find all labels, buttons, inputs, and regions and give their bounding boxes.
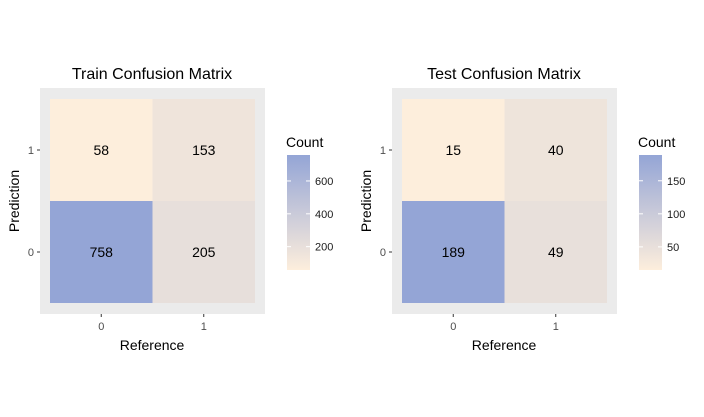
heatmap-tile xyxy=(50,99,153,201)
heatmap-tile xyxy=(402,99,505,201)
color-legend: 50 100 150 xyxy=(639,155,685,270)
heatmap-tile xyxy=(504,201,607,303)
cell-count-label: 40 xyxy=(548,142,564,158)
legend-tick-label: 400 xyxy=(315,209,333,221)
cell-count-label: 189 xyxy=(442,244,466,260)
heatmap-tile xyxy=(152,201,255,303)
chart-title: Test Confusion Matrix xyxy=(427,66,581,83)
color-legend: 200 400 600 xyxy=(287,155,333,270)
y-axis-title: Prediction xyxy=(358,170,374,232)
x-axis-title: Reference xyxy=(472,337,537,353)
y-axis-title: Prediction xyxy=(6,170,22,232)
legend-tick-label: 200 xyxy=(315,242,333,254)
legend-tick-label: 150 xyxy=(667,176,685,188)
heatmap-cells: 58 153 758 205 xyxy=(50,99,255,303)
heatmap-tile xyxy=(50,201,153,303)
axis-ticks: 0 1 0 1 xyxy=(380,145,559,333)
heatmap-tile xyxy=(504,99,607,201)
legend-tick-label: 100 xyxy=(667,209,685,221)
test-confusion-matrix-chart: Test Confusion Matrix 15 40 189 49 0 1 0 1 Ref… xyxy=(352,0,704,417)
heatmap-tile xyxy=(402,201,505,303)
x-axis-title: Reference xyxy=(120,337,185,353)
legend-tick-label: 50 xyxy=(667,242,679,254)
x-tick-label: 1 xyxy=(553,321,559,333)
cell-count-label: 15 xyxy=(445,142,461,158)
heatmap-tile xyxy=(152,99,255,201)
legend-title: Count xyxy=(286,134,323,150)
legend-colorbar xyxy=(639,155,662,270)
legend-colorbar xyxy=(287,155,310,270)
x-tick-label: 1 xyxy=(201,321,207,333)
x-tick-label: 0 xyxy=(98,321,104,333)
chart-title: Train Confusion Matrix xyxy=(72,66,232,83)
y-tick-label: 0 xyxy=(380,247,386,259)
test-chart-svg: Test Confusion Matrix 15 40 189 49 0 1 0 1 Ref… xyxy=(358,66,685,353)
legend-tick-label: 600 xyxy=(315,176,333,188)
cell-count-label: 49 xyxy=(548,244,564,260)
cell-count-label: 205 xyxy=(192,244,216,260)
y-tick-label: 1 xyxy=(28,145,34,157)
cell-count-label: 58 xyxy=(93,142,109,158)
heatmap-cells: 15 40 189 49 xyxy=(402,99,607,303)
axis-ticks: 0 1 0 1 xyxy=(28,145,207,333)
y-tick-label: 1 xyxy=(380,145,386,157)
y-tick-label: 0 xyxy=(28,247,34,259)
cell-count-label: 153 xyxy=(192,142,216,158)
legend-title: Count xyxy=(638,134,675,150)
cell-count-label: 758 xyxy=(90,244,114,260)
x-tick-label: 0 xyxy=(450,321,456,333)
